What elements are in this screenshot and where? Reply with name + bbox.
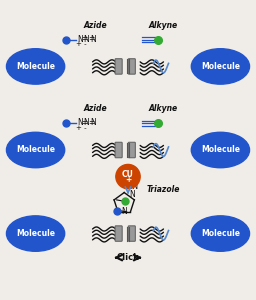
FancyBboxPatch shape <box>128 226 135 241</box>
Ellipse shape <box>191 49 250 84</box>
Text: =: = <box>88 34 94 43</box>
Ellipse shape <box>6 216 65 251</box>
Ellipse shape <box>6 49 65 84</box>
Text: + -: + - <box>76 125 87 131</box>
Text: N: N <box>84 34 89 43</box>
Ellipse shape <box>6 132 65 168</box>
FancyBboxPatch shape <box>115 226 122 241</box>
Text: Triazole: Triazole <box>147 185 180 194</box>
Text: N: N <box>84 118 89 127</box>
Text: Alkyne: Alkyne <box>149 21 178 30</box>
Text: N: N <box>77 118 83 127</box>
Text: N: N <box>122 207 127 216</box>
Ellipse shape <box>191 132 250 168</box>
Text: Molecule: Molecule <box>201 62 240 71</box>
Text: + -: + - <box>76 41 87 47</box>
FancyBboxPatch shape <box>115 142 122 158</box>
Text: +: + <box>125 175 131 184</box>
Text: N: N <box>91 118 96 127</box>
Text: Molecule: Molecule <box>16 62 55 71</box>
Text: Click: Click <box>117 253 139 262</box>
Text: =: = <box>88 118 94 127</box>
Text: Molecule: Molecule <box>16 229 55 238</box>
Text: CU: CU <box>122 169 134 178</box>
Text: =: = <box>81 118 88 127</box>
FancyBboxPatch shape <box>128 59 135 74</box>
Text: N: N <box>91 34 96 43</box>
Text: Azide: Azide <box>83 104 107 113</box>
Text: =N: =N <box>126 182 138 191</box>
Circle shape <box>116 164 140 189</box>
Text: Molecule: Molecule <box>201 146 240 154</box>
Text: N: N <box>130 190 135 199</box>
FancyBboxPatch shape <box>128 142 135 158</box>
Ellipse shape <box>191 216 250 251</box>
Text: N: N <box>77 34 83 43</box>
Text: Molecule: Molecule <box>16 146 55 154</box>
Text: =: = <box>81 34 88 43</box>
Text: Molecule: Molecule <box>201 229 240 238</box>
Text: Alkyne: Alkyne <box>149 104 178 113</box>
FancyBboxPatch shape <box>115 59 122 74</box>
Text: Azide: Azide <box>83 21 107 30</box>
